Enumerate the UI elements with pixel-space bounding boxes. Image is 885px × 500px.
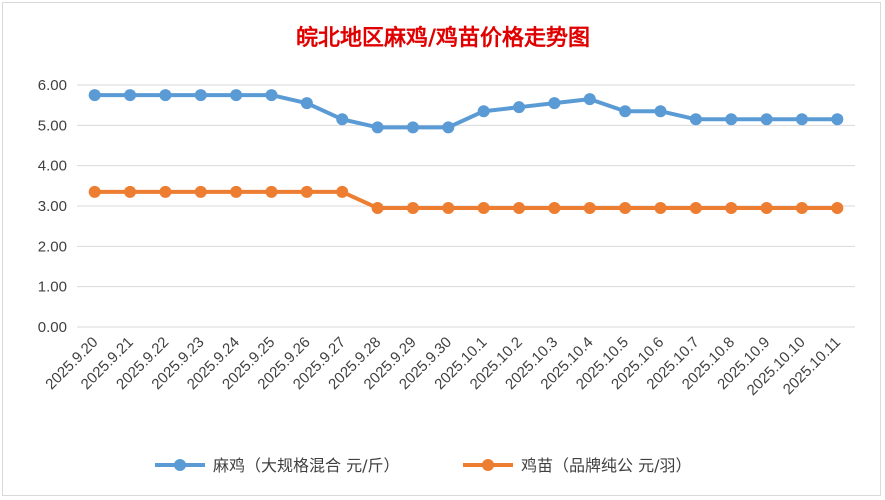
data-point [619,105,632,118]
legend-item: 鸡苗（品牌纯公 元/羽） [463,456,691,475]
data-point [406,202,419,215]
data-point [159,89,172,102]
y-tick-label: 6.00 [38,77,67,94]
data-point [88,185,101,198]
data-point [265,89,278,102]
data-point [194,89,207,102]
data-point [548,97,561,110]
data-point [513,202,526,215]
x-axis-ticks: 2025.9.202025.9.212025.9.222025.9.232025… [42,334,844,399]
data-point [548,202,561,215]
data-point [230,185,243,198]
data-point [654,105,667,118]
series-line [94,93,838,130]
data-point [831,113,844,126]
line-chart: 皖北地区麻鸡/鸡苗价格走势图 0.00 1.00 2.00 3.00 4.00 5.00 6… [38,25,855,475]
data-point [795,113,808,126]
data-point [477,202,490,215]
data-point [513,101,526,114]
y-tick-label: 0.00 [38,319,67,336]
y-tick-label: 4.00 [38,158,67,175]
gridlines [77,84,855,328]
series-line [94,189,838,211]
y-tick-label: 1.00 [38,279,67,296]
data-point [230,89,243,102]
data-point [406,121,419,134]
data-point [265,185,278,198]
y-tick-label: 5.00 [38,117,67,134]
data-point [194,185,207,198]
data-point [477,105,490,118]
data-point [159,185,172,198]
data-point [124,89,137,102]
data-point [336,113,349,126]
data-point [300,185,313,198]
data-point [760,202,773,215]
y-axis-ticks: 0.00 1.00 2.00 3.00 4.00 5.00 6.00 [38,77,67,336]
data-point [124,185,137,198]
data-point [654,202,667,215]
data-point [336,185,349,198]
data-point [583,202,596,215]
legend-swatch-marker [482,459,494,471]
y-tick-label: 2.00 [38,238,67,255]
legend: 麻鸡（大规格混合 元/斤） 鸡苗（品牌纯公 元/羽） [155,456,691,475]
series-1 [88,89,844,134]
data-point [583,93,596,106]
data-point [795,202,808,215]
data-point [300,97,313,110]
series-2 [88,185,844,215]
data-point [442,202,455,215]
series-group [88,89,844,215]
data-point [725,113,738,126]
chart-title: 皖北地区麻鸡/鸡苗价格走势图 [296,25,590,51]
legend-label: 麻鸡（大规格混合 元/斤） [213,456,399,475]
data-point [725,202,738,215]
data-point [760,113,773,126]
legend-label: 鸡苗（品牌纯公 元/羽） [521,456,691,475]
y-tick-label: 3.00 [38,198,67,215]
data-point [371,202,384,215]
data-point [88,89,101,102]
data-point [619,202,632,215]
data-point [371,121,384,134]
legend-swatch-marker [174,459,186,471]
data-point [689,113,702,126]
data-point [831,202,844,215]
data-point [689,202,702,215]
data-point [442,121,455,134]
legend-item: 麻鸡（大规格混合 元/斤） [155,456,399,475]
